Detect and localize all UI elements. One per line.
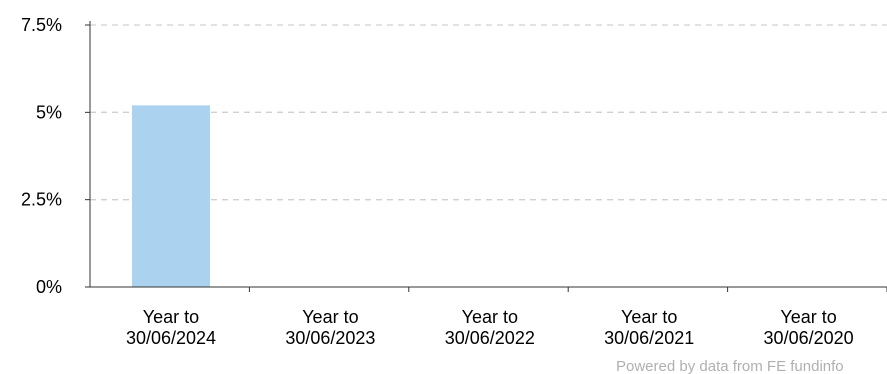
x-tick-label: Year to (621, 307, 677, 327)
y-tick-label: 0% (36, 277, 62, 297)
x-tick-label: 30/06/2024 (126, 328, 216, 348)
x-tick-label: 30/06/2022 (445, 328, 535, 348)
y-tick-label: 7.5% (21, 15, 62, 35)
x-tick-label: 30/06/2020 (764, 328, 854, 348)
x-tick-label: Year to (302, 307, 358, 327)
axes (85, 21, 887, 292)
y-tick-label: 2.5% (21, 190, 62, 210)
bar (132, 105, 210, 287)
x-tick-label: 30/06/2023 (285, 328, 375, 348)
gridlines (90, 24, 887, 201)
x-tick-label: Year to (143, 307, 199, 327)
x-tick-label: Year to (780, 307, 836, 327)
x-tick-label: Year to (462, 307, 518, 327)
x-tick-label: 30/06/2021 (604, 328, 694, 348)
bars (132, 105, 210, 287)
y-tick-label: 5% (36, 102, 62, 122)
attribution-text: Powered by data from FE fundinfo (616, 358, 844, 374)
